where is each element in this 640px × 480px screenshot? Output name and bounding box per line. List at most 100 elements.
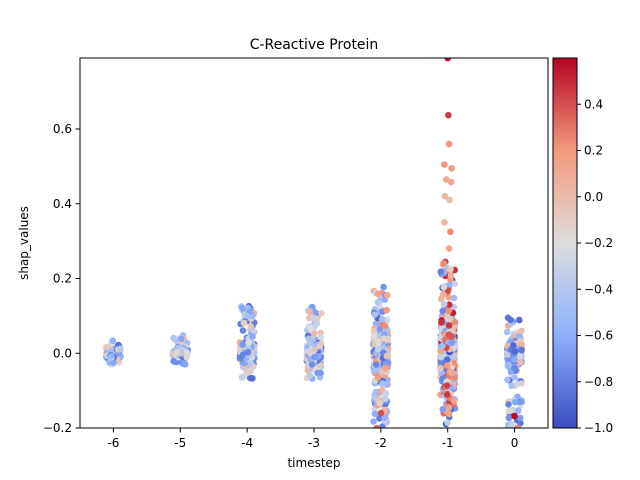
data-point [451,374,459,382]
data-point [308,361,316,368]
data-point [305,348,312,355]
data-point [370,418,377,425]
data-point [503,328,511,336]
data-point [508,421,516,428]
data-point [381,414,388,422]
data-point [239,341,246,348]
data-point [447,178,455,186]
data-point [107,353,115,360]
x-tick-label: 0 [511,436,519,450]
data-point [505,414,513,422]
x-axis-title: timestep [287,456,340,470]
data-point [306,372,314,379]
data-point [381,395,389,403]
data-point [511,374,518,381]
data-point [376,415,383,422]
data-point [448,339,456,347]
data-point [170,357,177,365]
data-point [244,369,252,376]
data-point [446,315,454,323]
data-point [441,193,449,200]
data-point [317,334,325,341]
data-point [383,316,391,324]
data-point [513,380,521,388]
data-point [380,335,388,342]
data-point [374,299,382,306]
data-point [445,307,453,315]
data-point [383,352,391,360]
data-point [240,373,247,380]
data-point [247,323,254,330]
data-point [445,404,453,411]
data-point [437,353,445,361]
data-point [317,329,324,337]
data-point [446,301,453,309]
data-point [443,391,451,399]
data-point [316,343,324,350]
data-point [511,398,519,406]
data-point [511,364,518,372]
y-tick-label: 0.4 [53,197,72,211]
data-point [437,268,445,276]
data-point [379,380,386,388]
data-point [446,281,453,289]
data-point [382,364,389,372]
data-point [445,140,453,148]
data-point [437,348,445,356]
data-point [239,327,247,334]
data-point [238,304,246,312]
colorbar-tick-label: −0.6 [584,329,613,343]
colorbar-tick-label: −0.4 [584,282,613,296]
data-point [450,294,458,302]
data-point [439,342,446,350]
x-tick-label: -1 [442,436,454,450]
data-point [517,419,524,427]
data-point [439,405,447,413]
data-point [445,331,453,339]
data-point [445,322,453,329]
y-tick-label: 0.6 [53,122,72,136]
x-tick-label: -6 [107,436,119,450]
data-point [441,161,448,168]
x-tick-label: -5 [174,436,186,450]
data-point [518,327,525,335]
colorbar-gradient [552,57,578,429]
data-point [236,354,244,362]
data-point [245,339,252,346]
data-point [446,196,454,204]
data-point [445,294,452,301]
data-point [438,319,445,326]
data-point [450,354,457,361]
data-point [507,316,514,324]
data-point [306,308,314,316]
data-point [511,348,519,355]
data-point [444,58,451,62]
data-point [306,339,314,347]
data-point [439,291,447,299]
data-point [440,260,447,267]
data-points [102,58,526,428]
data-point [375,338,382,346]
y-tick-label: 0.0 [53,346,72,360]
data-point [372,388,380,396]
data-point [307,325,315,333]
data-point [383,291,391,299]
data-point [380,283,387,291]
data-point [371,410,379,418]
colorbar-tick-label: 0.2 [584,144,603,158]
data-point [371,367,378,375]
colorbar-tick-label: −0.2 [584,236,613,250]
data-point [317,369,324,377]
data-point [374,290,382,298]
data-point [378,423,386,428]
data-point [508,382,515,390]
colorbar-tick-label: 0.4 [584,97,603,111]
data-point [181,361,189,368]
data-point [318,309,325,317]
data-point [511,412,518,420]
data-point [447,272,455,279]
data-point [440,283,448,291]
data-point [110,359,117,366]
data-point [447,228,454,236]
